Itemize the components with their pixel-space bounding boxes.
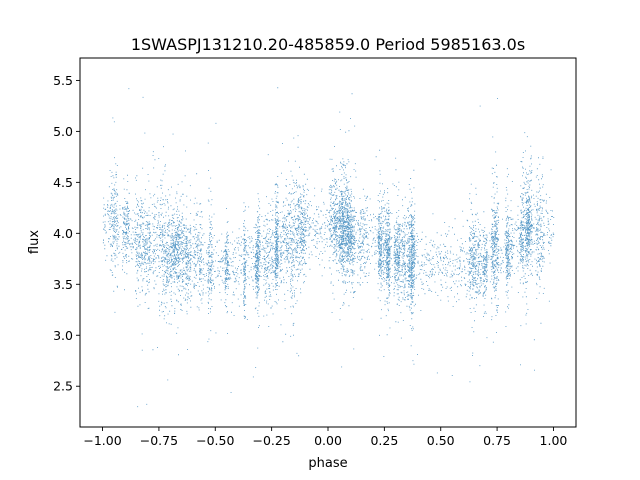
x-tick-label: 1.00 <box>540 433 568 448</box>
x-tick-label: 0.75 <box>483 433 511 448</box>
x-tick-label: 0.50 <box>427 433 455 448</box>
x-tick-label: −0.75 <box>140 433 178 448</box>
x-tick-label: 0.00 <box>314 433 342 448</box>
y-tick-label: 5.5 <box>53 73 73 88</box>
x-axis-label: phase <box>308 456 347 471</box>
y-tick-label: 4.0 <box>53 226 73 241</box>
y-tick-label: 3.0 <box>53 328 73 343</box>
y-axis: 2.5 3.0 3.5 4.0 4.5 5.0 5.5 <box>53 73 80 394</box>
y-tick-label: 4.5 <box>53 175 73 190</box>
y-axis-label: flux <box>27 230 42 254</box>
chart-title: 1SWASPJ131210.20-485859.0 Period 5985163… <box>131 35 525 54</box>
x-tick-label: 0.25 <box>370 433 398 448</box>
x-tick-label: −0.25 <box>252 433 290 448</box>
x-axis: −1.00 −0.75 −0.50 −0.25 0.00 0.25 0.50 0.75 1.00 <box>83 427 567 448</box>
x-tick-label: −1.00 <box>83 433 121 448</box>
x-tick-label: −0.50 <box>196 433 234 448</box>
y-tick-label: 5.0 <box>53 124 73 139</box>
y-tick-label: 2.5 <box>53 379 73 394</box>
y-tick-label: 3.5 <box>53 277 73 292</box>
